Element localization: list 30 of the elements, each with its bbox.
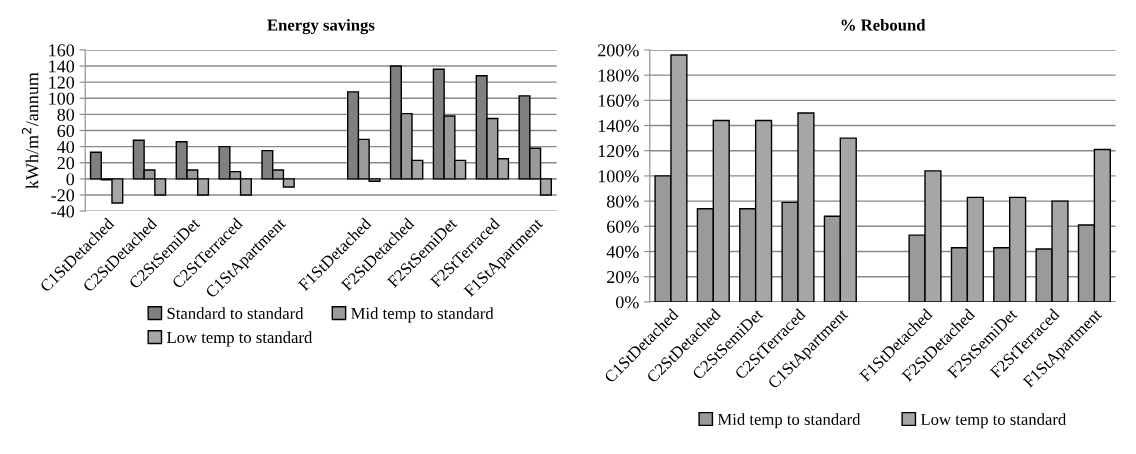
y-tick-label: 80% — [606, 195, 639, 208]
y-tick-label: 0% — [616, 296, 639, 309]
y-tick-label: 140 — [49, 60, 75, 73]
y-tick-label: 180% — [598, 69, 639, 82]
y-axis-title: kWh/m$^{2}$/annum — [21, 72, 39, 189]
y-tick-label: 100% — [598, 170, 639, 183]
y-tick-label: 160 — [49, 44, 75, 57]
legend-label: Mid temp to standard — [717, 413, 861, 429]
y-tick-label: 200% — [598, 44, 639, 57]
y-tick-label: 20% — [607, 270, 639, 284]
y-tick-label: 40% — [606, 245, 639, 259]
y-tick-label: 140% — [598, 119, 639, 133]
y-tick-label: 40 — [57, 140, 75, 154]
y-tick-label: 0 — [66, 173, 75, 186]
chart-title: % Rebound — [841, 18, 926, 31]
y-tick-label: 100 — [49, 92, 75, 105]
legend-label: Mid temp to standard — [351, 307, 494, 323]
y-tick-label: 160% — [598, 94, 639, 107]
legend-label: Low temp to standard — [166, 331, 313, 347]
y-tick-label: 120% — [598, 144, 639, 158]
legend-label: Standard to standard — [167, 307, 304, 320]
y-tick-label: -20 — [51, 189, 75, 202]
y-tick-label: 20 — [57, 157, 75, 170]
y-tick-label: -40 — [51, 205, 75, 218]
y-tick-label: 60% — [607, 220, 639, 233]
y-tick-label: 80 — [57, 108, 75, 121]
y-tick-label: 60 — [57, 124, 75, 137]
y-tick-label: 120 — [49, 76, 75, 89]
chart-title: Energy savings — [267, 18, 375, 35]
legend-label: Low temp to standard — [920, 413, 1067, 429]
